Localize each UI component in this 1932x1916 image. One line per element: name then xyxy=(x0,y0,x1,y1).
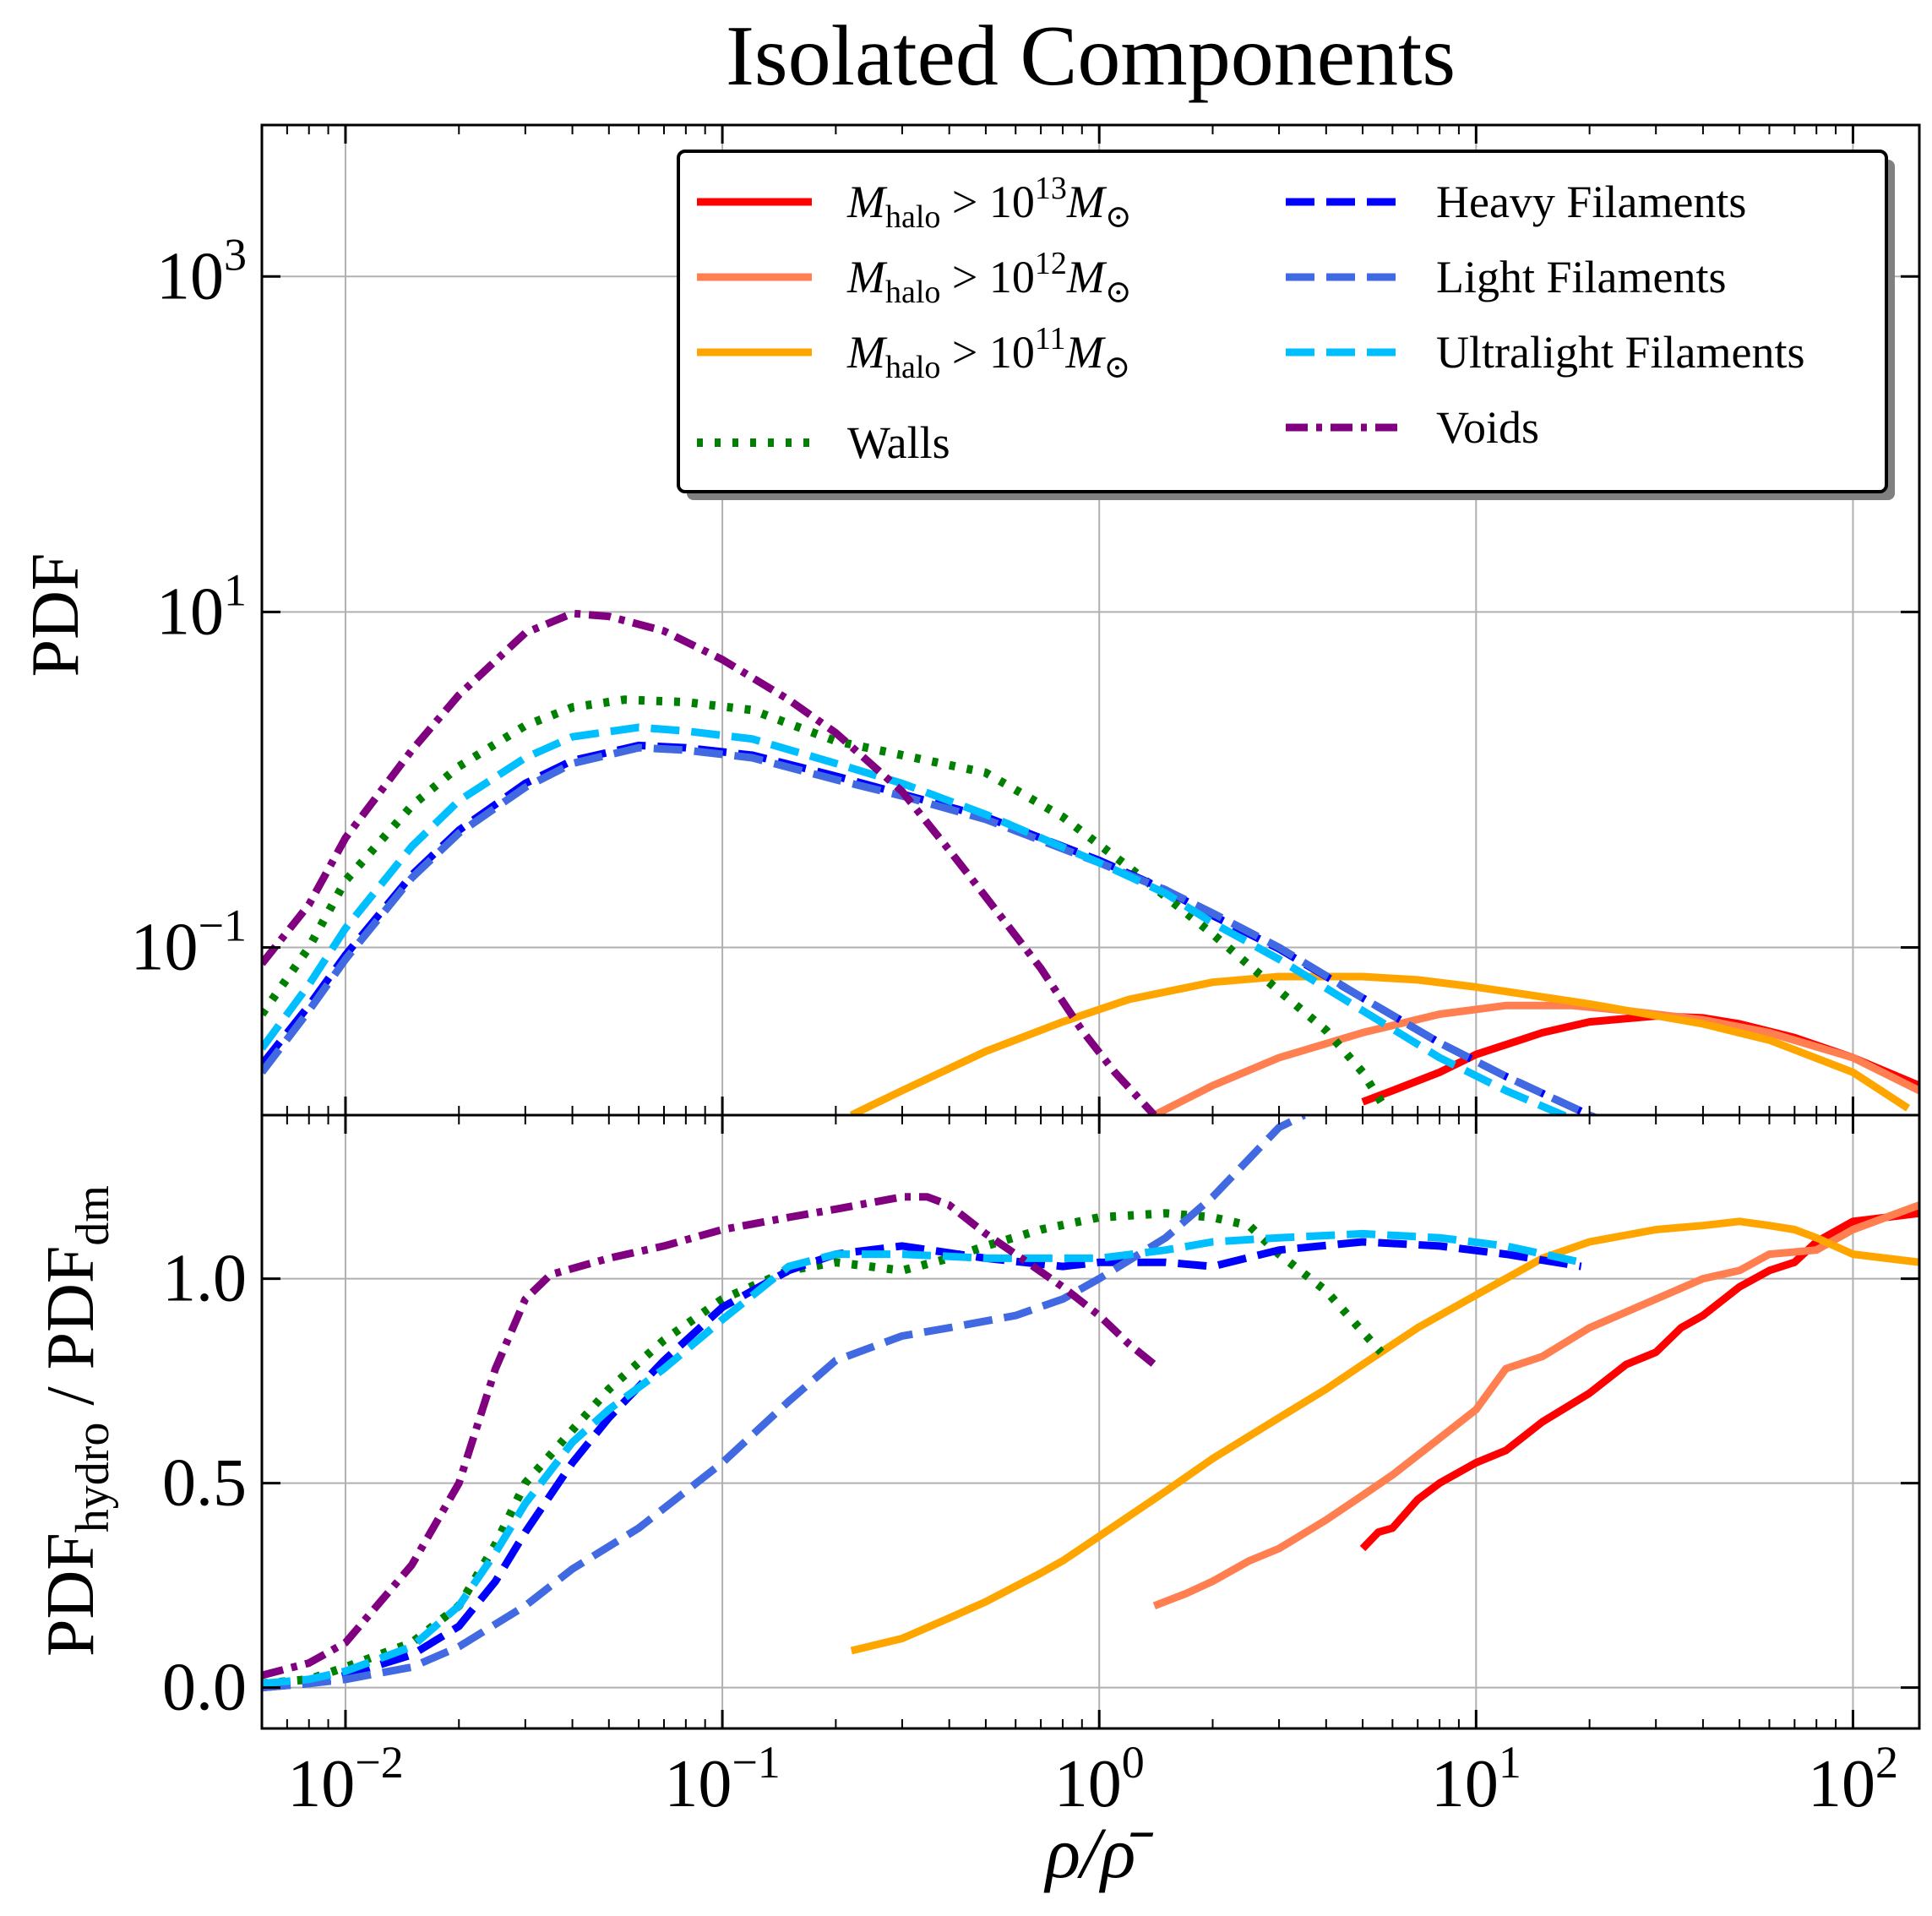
series-line-halo13 xyxy=(1359,1209,1919,1552)
series-line-halo12 xyxy=(1152,1001,1919,1115)
ticks xyxy=(261,1115,1919,1728)
y-axis-label-pdf: PDF xyxy=(19,553,93,678)
series-line-voids xyxy=(262,609,1157,1115)
x-tick-label: 10−1 xyxy=(664,1737,780,1821)
legend-label-voids: Voids xyxy=(1436,402,1539,453)
plot-frame xyxy=(260,1113,1921,1730)
y-tick-label: 0.0 xyxy=(162,1651,247,1725)
ticks xyxy=(261,125,1919,1115)
legend-box xyxy=(677,150,1888,493)
x-tick-label: 10−2 xyxy=(287,1737,403,1821)
series-line-light xyxy=(262,1115,1306,1692)
series-line-halo11 xyxy=(849,972,1911,1115)
legend-label-walls: Walls xyxy=(847,417,950,468)
y-tick-label: 101 xyxy=(156,564,247,649)
ratio-panel: 0.0 0.5 1.0 10−2 10−1 100 101 102 xyxy=(162,1113,1921,1821)
series-line-walls xyxy=(262,695,1385,1104)
grid xyxy=(262,1115,1919,1728)
legend-label-heavy: Heavy Filaments xyxy=(1436,177,1746,227)
series-group xyxy=(262,609,1919,1115)
x-tick-label: 102 xyxy=(1808,1737,1898,1821)
x-tick-label: 101 xyxy=(1431,1737,1521,1821)
series-line-light xyxy=(262,743,1599,1115)
y-tick-label: 1.0 xyxy=(162,1242,247,1316)
series-group xyxy=(262,1115,1919,1692)
chart-title: Isolated Components xyxy=(726,8,1456,104)
legend-label-light: Light Filaments xyxy=(1436,252,1727,302)
legend-label-halo12: Mhalo > 1012M⊙ xyxy=(846,246,1132,310)
legend-label-ultra: Ultralight Filaments xyxy=(1436,327,1804,378)
legend-label-halo11: Mhalo > 1011M⊙ xyxy=(846,321,1130,385)
series-line-halo11 xyxy=(850,1217,1919,1655)
y-axis-label-ratio: PDFhydro / PDFdm xyxy=(34,1185,119,1657)
legend: Mhalo > 1013M⊙ Mhalo > 1012M⊙ Mhalo > 1011… xyxy=(677,150,1895,500)
legend-label-halo13: Mhalo > 1013M⊙ xyxy=(846,171,1132,235)
series-line-ultra xyxy=(262,1229,1582,1688)
y-tick-label: 10−1 xyxy=(131,900,247,984)
y-tick-label: 0.5 xyxy=(162,1446,247,1521)
series-line-halo12 xyxy=(1152,1201,1919,1609)
x-tick-label: 100 xyxy=(1054,1737,1145,1821)
x-axis-label: ρ/ρ̄ xyxy=(1043,1812,1153,1893)
y-tick-label: 103 xyxy=(156,229,247,313)
series-line-voids xyxy=(262,1193,1157,1679)
series-line-ultra xyxy=(262,723,1573,1115)
